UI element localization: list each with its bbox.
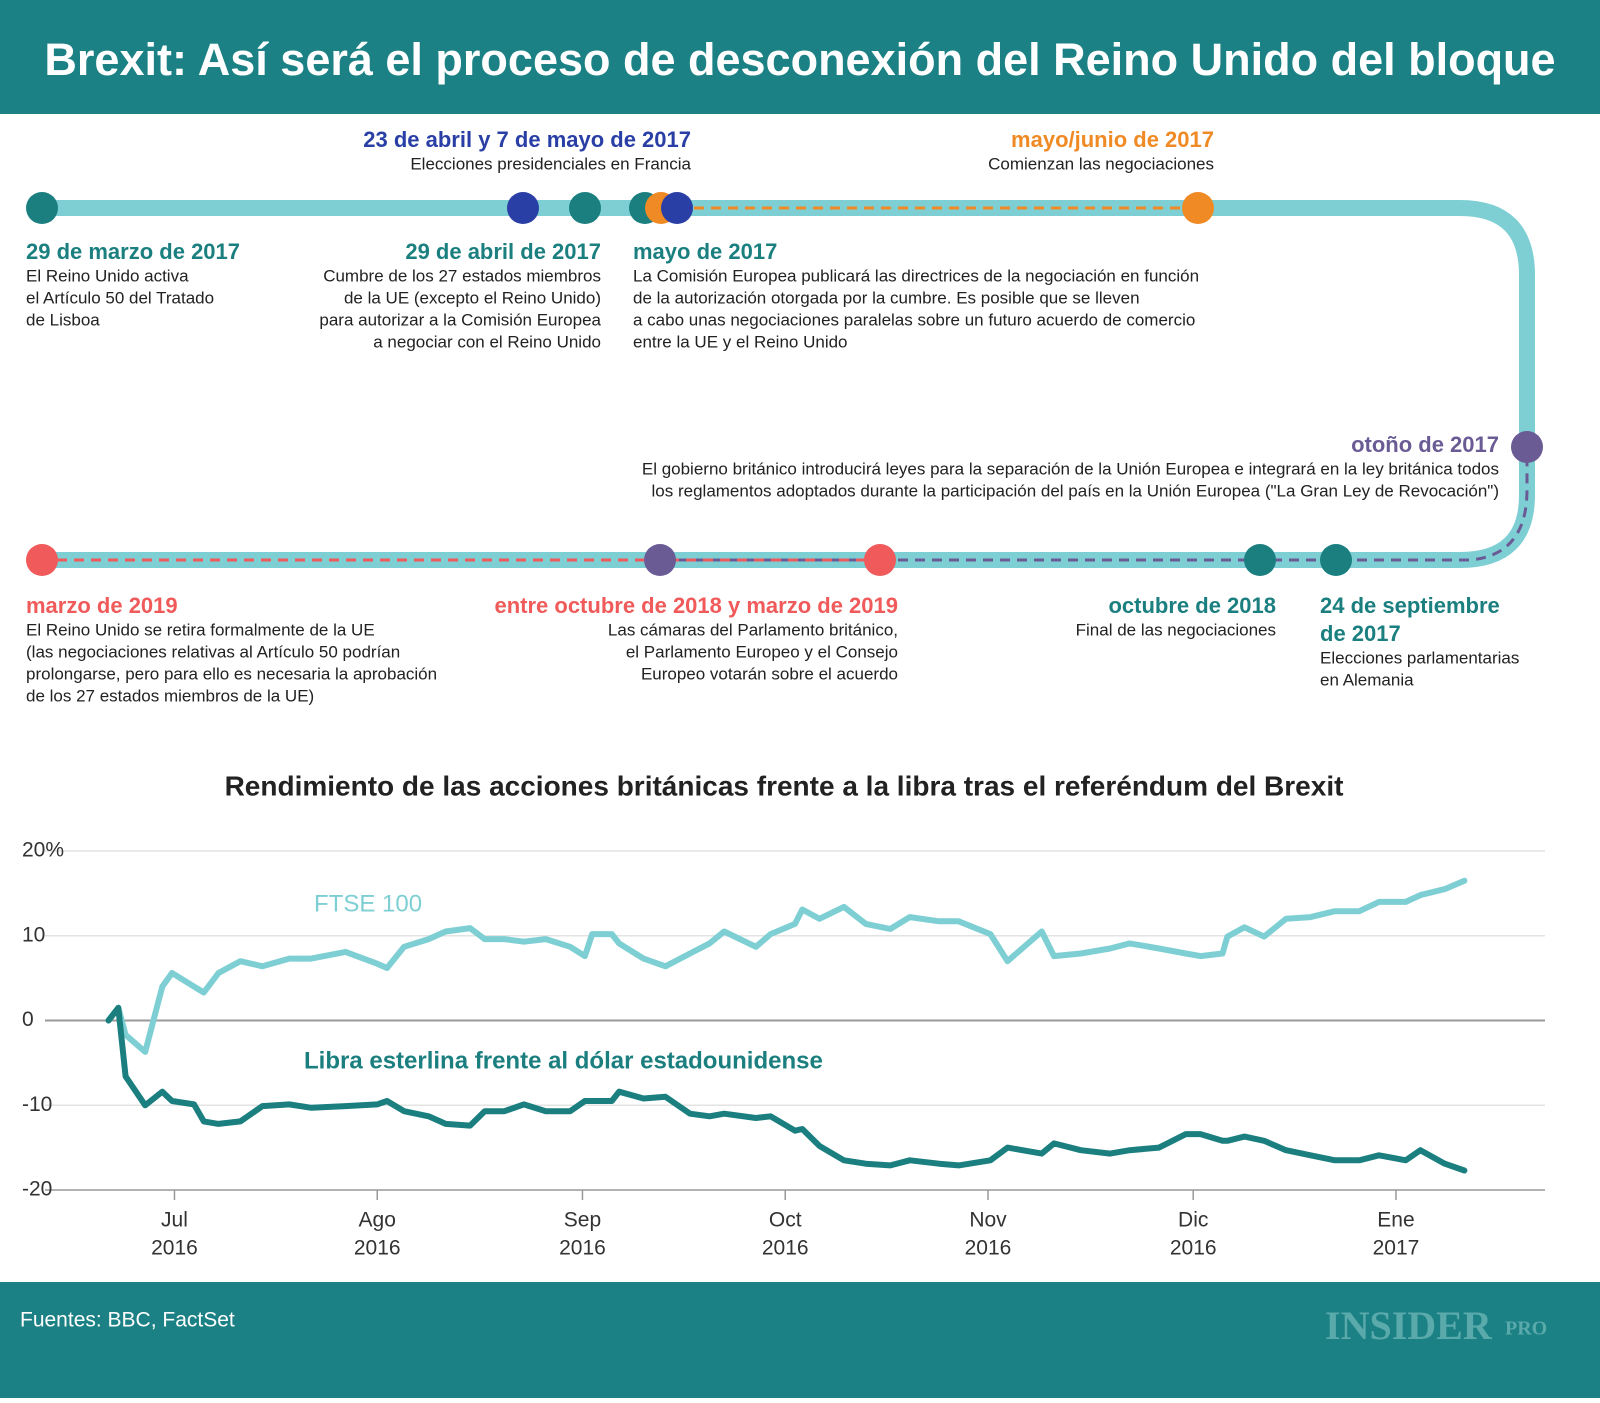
event-text: La Comisión Europea publicará las direct… — [633, 266, 1199, 285]
series-line — [105, 1004, 1468, 1174]
event-date: mayo de 2017 — [633, 239, 777, 264]
x-tick-label: 2016 — [762, 1237, 809, 1260]
x-tick-label: Sep — [564, 1209, 601, 1232]
x-tick-label: 2017 — [1373, 1237, 1420, 1260]
x-tick-label: 2016 — [1170, 1237, 1217, 1260]
logo-suffix: PRO — [1505, 1318, 1547, 1340]
dot — [26, 544, 58, 576]
source: Fuentes: BBC, FactSet — [20, 1309, 235, 1332]
event-date: marzo de 2019 — [26, 593, 178, 618]
event-text: Final de las negociaciones — [1076, 620, 1276, 639]
event-date: octubre de 2018 — [1108, 593, 1276, 618]
event-text: El gobierno británico introducirá leyes … — [642, 459, 1499, 478]
x-tick-label: Jul — [161, 1209, 188, 1232]
event-text: El Reino Unido se retira formalmente de … — [26, 620, 375, 639]
dot — [1320, 544, 1352, 576]
dot — [644, 544, 676, 576]
event-text: de la autorización otorgada por la cumbr… — [633, 288, 1140, 307]
event-date: 23 de abril y 7 de mayo de 2017 — [363, 127, 691, 152]
dot — [507, 192, 539, 224]
event-text: el Parlamento Europeo y el Consejo — [626, 642, 898, 661]
event-text: Comienzan las negociaciones — [988, 154, 1214, 173]
x-tick-label: 2016 — [151, 1237, 198, 1260]
y-tick-label: -10 — [22, 1093, 52, 1116]
y-tick-label: 20% — [22, 839, 64, 862]
event-text: a cabo unas negociaciones paralelas sobr… — [633, 310, 1195, 329]
dot — [569, 192, 601, 224]
x-tick-label: Nov — [969, 1209, 1007, 1232]
dot — [1511, 431, 1543, 463]
series-label: Libra esterlina frente al dólar estadoun… — [304, 1047, 823, 1074]
event-date: de 2017 — [1320, 621, 1401, 646]
event-text: Las cámaras del Parlamento británico, — [608, 620, 898, 639]
x-tick-label: 2016 — [354, 1237, 401, 1260]
series-label: FTSE 100 — [314, 890, 422, 917]
event-date: 29 de abril de 2017 — [405, 239, 601, 264]
event-date: mayo/junio de 2017 — [1011, 127, 1214, 152]
event-text: para autorizar a la Comisión Europea — [319, 310, 601, 329]
dashed-segment — [660, 447, 1529, 562]
dot — [26, 192, 58, 224]
x-tick-label: 2016 — [559, 1237, 606, 1260]
footer-band — [0, 1282, 1600, 1398]
event-text: los reglamentos adoptados durante la par… — [652, 481, 1499, 500]
event-text: a negociar con el Reino Unido — [373, 332, 601, 351]
x-tick-label: Oct — [769, 1209, 802, 1232]
track — [40, 200, 1535, 568]
event-date: otoño de 2017 — [1351, 432, 1499, 457]
chart-title: Rendimiento de las acciones británicas f… — [225, 770, 1344, 801]
dot — [1244, 544, 1276, 576]
event-date: 24 de septiembre — [1320, 593, 1500, 618]
event-text: en Alemania — [1320, 670, 1414, 689]
dot — [864, 544, 896, 576]
dot — [661, 192, 693, 224]
logo-name: INSIDER — [1325, 1303, 1493, 1348]
event-text: de Lisboa — [26, 310, 100, 329]
y-tick-label: -20 — [22, 1178, 52, 1201]
event-text: prolongarse, pero para ello es necesaria… — [26, 664, 437, 683]
event-text: Elecciones presidenciales en Francia — [410, 154, 691, 173]
event-date: 29 de marzo de 2017 — [26, 239, 240, 264]
x-tick-label: 2016 — [965, 1237, 1012, 1260]
event-text: Elecciones parlamentarias — [1320, 648, 1519, 667]
x-tick-label: Ene — [1377, 1209, 1414, 1232]
event-text: entre la UE y el Reino Unido — [633, 332, 848, 351]
event-text: (las negociaciones relativas al Artículo… — [26, 642, 400, 661]
series-line — [105, 877, 1468, 1055]
header-band — [0, 0, 1600, 114]
page-title: Brexit: Así será el proceso de desconexi… — [44, 34, 1555, 85]
event-text: de los 27 estados miembros de la UE) — [26, 686, 314, 705]
event-text: Cumbre de los 27 estados miembros — [323, 266, 601, 285]
dot — [1182, 192, 1214, 224]
event-text: el Artículo 50 del Tratado — [26, 288, 214, 307]
timeline-track — [40, 200, 1535, 568]
timeline-dots — [26, 192, 1543, 576]
event-date: entre octubre de 2018 y marzo de 2019 — [494, 593, 898, 618]
x-tick-label: Ago — [359, 1209, 396, 1232]
x-tick-label: Dic — [1178, 1209, 1208, 1232]
event-text: de la UE (excepto el Reino Unido) — [344, 288, 601, 307]
y-tick-label: 10 — [22, 923, 45, 946]
event-text: El Reino Unido activa — [26, 266, 189, 285]
y-tick-label: 0 — [22, 1008, 34, 1031]
event-text: Europeo votarán sobre el acuerdo — [641, 664, 898, 683]
